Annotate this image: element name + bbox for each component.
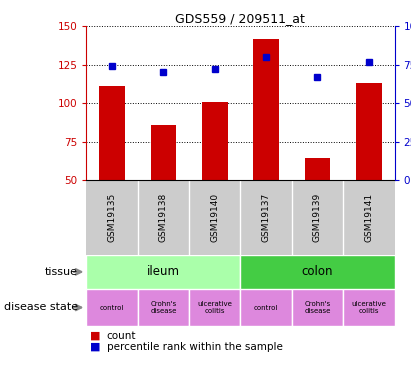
Bar: [343, 289, 395, 326]
Text: disease state: disease state: [4, 303, 78, 312]
Text: count: count: [107, 331, 136, 340]
Text: GSM19138: GSM19138: [159, 193, 168, 242]
Text: ■: ■: [90, 331, 101, 340]
Text: colon: colon: [302, 266, 333, 278]
Text: ulcerative
colitis: ulcerative colitis: [351, 301, 386, 314]
Bar: [253, 39, 279, 180]
Bar: [305, 159, 330, 180]
Bar: [189, 289, 240, 326]
Bar: [86, 289, 138, 326]
Text: control: control: [254, 304, 278, 310]
Title: GDS559 / 209511_at: GDS559 / 209511_at: [175, 12, 305, 25]
Bar: [240, 289, 292, 326]
Text: Crohn's
disease: Crohn's disease: [150, 301, 177, 314]
Bar: [202, 102, 228, 180]
Text: GSM19139: GSM19139: [313, 193, 322, 242]
Text: percentile rank within the sample: percentile rank within the sample: [107, 342, 283, 352]
Bar: [99, 86, 125, 180]
Text: GSM19141: GSM19141: [365, 193, 373, 242]
Text: tissue: tissue: [45, 267, 78, 277]
Bar: [356, 83, 382, 180]
Bar: [240, 255, 395, 289]
Text: GSM19137: GSM19137: [262, 193, 270, 242]
Text: ■: ■: [90, 342, 101, 352]
Bar: [138, 289, 189, 326]
Bar: [86, 255, 240, 289]
Text: ileum: ileum: [147, 266, 180, 278]
Bar: [292, 289, 343, 326]
Text: GSM19135: GSM19135: [108, 193, 116, 242]
Text: GSM19140: GSM19140: [210, 193, 219, 242]
Text: Crohn's
disease: Crohn's disease: [304, 301, 331, 314]
Text: ulcerative
colitis: ulcerative colitis: [197, 301, 232, 314]
Text: control: control: [100, 304, 124, 310]
Bar: [150, 124, 176, 180]
